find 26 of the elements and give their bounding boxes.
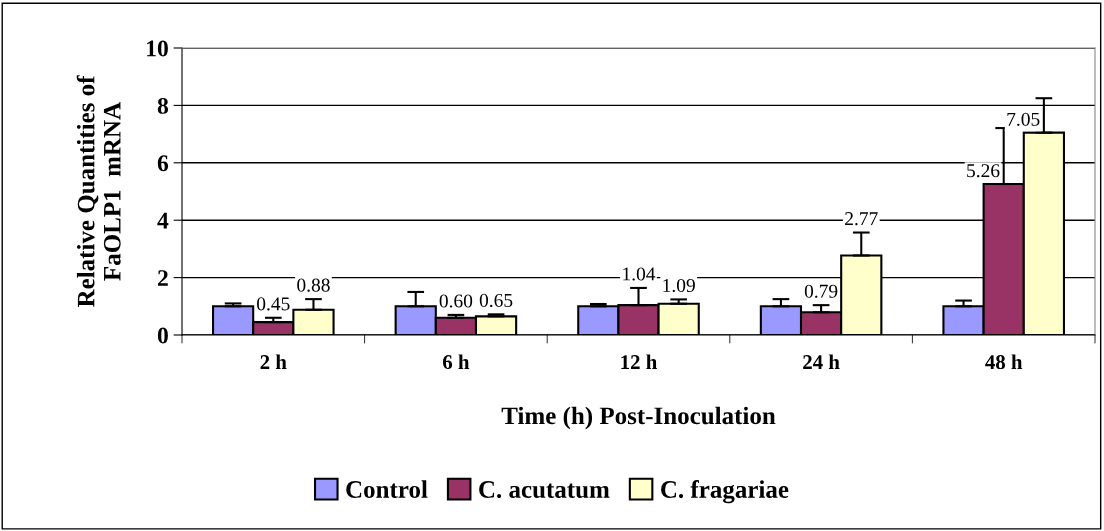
y-tick-label: 8 bbox=[157, 97, 169, 114]
y-tick-label: 2 bbox=[157, 270, 168, 286]
data-label: 0.45 bbox=[257, 297, 290, 311]
data-label: 0.79 bbox=[804, 284, 838, 298]
x-tick-label: 48 h bbox=[985, 354, 1023, 370]
y-axis-title: Relative Quantities of FaOLP1 mRNA bbox=[76, 75, 121, 308]
data-label: 0.88 bbox=[297, 278, 330, 292]
y-tick-label: 0 bbox=[157, 327, 168, 344]
data-label: 0.65 bbox=[479, 293, 513, 308]
x-axis-title: Time (h) Post-Inoculation bbox=[501, 406, 776, 430]
x-tick-label: 12 h bbox=[621, 354, 657, 369]
x-tick-label: 24 h bbox=[803, 354, 840, 369]
legend-label: C. fragariae bbox=[661, 480, 789, 504]
data-label: 0.60 bbox=[439, 294, 473, 308]
data-label: 1.09 bbox=[663, 278, 695, 293]
data-label: 7.05 bbox=[1007, 112, 1040, 126]
data-label: 1.04 bbox=[623, 267, 656, 281]
y-tick-label: 4 bbox=[157, 212, 169, 229]
x-tick-label: 6 h bbox=[443, 354, 470, 370]
legend-label: Control bbox=[346, 480, 428, 498]
y-tick-label: 10 bbox=[147, 40, 168, 57]
data-label: 2.77 bbox=[845, 212, 878, 226]
legend-label: C. acutatum bbox=[479, 481, 610, 499]
data-label: 5.26 bbox=[967, 164, 1000, 178]
y-tick-label: 6 bbox=[157, 155, 169, 172]
x-tick-label: 2 h bbox=[260, 354, 287, 369]
